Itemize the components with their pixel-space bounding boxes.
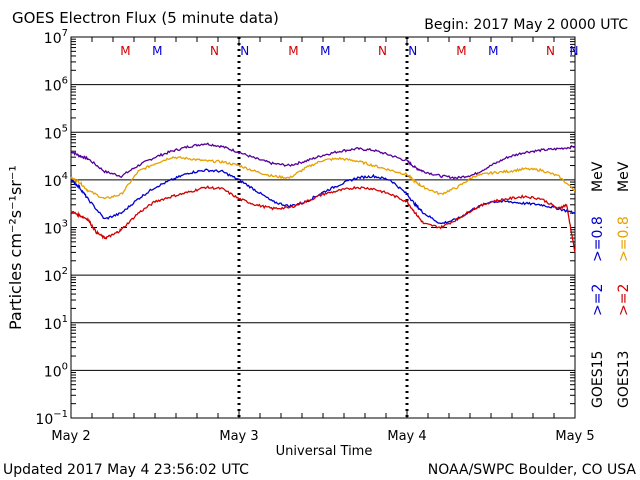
y-tick-label: 103	[44, 219, 68, 238]
y-axis-ticks: 107 106 105 104 103 102 101 100 10−1	[35, 28, 68, 428]
legend-entry: GOES13	[616, 351, 632, 408]
y-tick-label: 10−1	[35, 409, 68, 428]
x-axis-label: Universal Time	[276, 444, 373, 459]
event-marker: M	[288, 44, 298, 58]
chart-title: GOES Electron Flux (5 minute data)	[12, 9, 279, 27]
legend-entry: GOES15	[590, 351, 606, 408]
event-marker: M	[320, 44, 330, 58]
event-marker: M	[488, 44, 498, 58]
series-line	[70, 185, 576, 253]
legend: >=2 >=2 >=0.8 >=0.8 MeV MeV GOES15 GOES13	[590, 161, 632, 408]
y-tick-label: 104	[44, 171, 68, 190]
y-tick-label: 106	[44, 76, 68, 95]
event-marker: N	[546, 44, 555, 58]
legend-entry: MeV	[590, 161, 606, 192]
x-tick-label: May 5	[555, 429, 594, 444]
y-tick-label: 107	[44, 28, 68, 47]
event-marker: M	[456, 44, 466, 58]
event-marker: M	[120, 44, 130, 58]
legend-entry: >=0.8	[616, 216, 632, 262]
legend-entry: MeV	[616, 161, 632, 192]
x-tick-label: May 4	[387, 429, 426, 444]
y-tick-label: 102	[44, 266, 68, 285]
series-line	[70, 168, 576, 225]
event-marker: N	[240, 44, 249, 58]
event-marker: M	[152, 44, 162, 58]
x-axis-ticks: May 2 May 3 May 4 May 5	[51, 429, 594, 444]
legend-entry: >=2	[616, 284, 632, 316]
legend-entry: >=2	[590, 284, 606, 316]
x-tick-label: May 2	[51, 429, 90, 444]
credit-label: NOAA/SWPC Boulder, CO USA	[428, 462, 637, 478]
legend-entry: >=0.8	[590, 216, 606, 262]
y-tick-label: 100	[44, 361, 68, 380]
y-tick-label: 101	[44, 314, 68, 333]
event-marker: N	[408, 44, 417, 58]
event-marker: N	[570, 44, 579, 58]
y-axis-label: Particles cm⁻²s⁻¹sr⁻¹	[6, 165, 25, 330]
begin-label: Begin: 2017 May 2 0000 UTC	[424, 17, 628, 33]
y-tick-label: 105	[44, 123, 68, 142]
series-line	[70, 142, 576, 180]
updated-label: Updated 2017 May 4 23:56:02 UTC	[3, 462, 249, 478]
series-line	[70, 156, 575, 200]
x-tick-label: May 3	[219, 429, 258, 444]
event-marker: N	[378, 44, 387, 58]
event-marker: N	[210, 44, 219, 58]
